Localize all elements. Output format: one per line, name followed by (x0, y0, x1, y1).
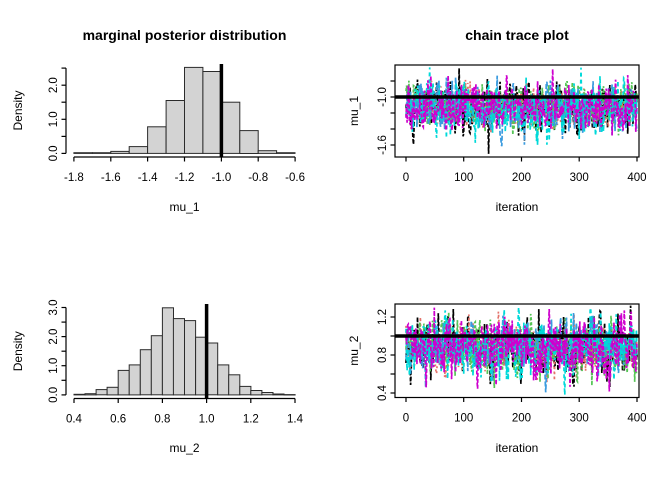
x-axis-label: mu_1 (169, 200, 199, 214)
y-axis-label: mu_2 (347, 335, 361, 365)
x-axis-tick-label: 100 (454, 172, 473, 184)
histogram-bar (239, 385, 252, 396)
histogram-bar (257, 150, 278, 154)
x-axis-tick-label: 300 (570, 413, 589, 425)
histogram-bar (165, 100, 186, 154)
x-axis-tick-label: -1.0 (211, 172, 231, 184)
trace-mu1-panel: chain trace plot 0 100 200 300 400 -1.6 -1.0 ite… (347, 27, 647, 214)
y-axis-tick-label: 0.4 (377, 384, 389, 401)
x-axis-tick-label: 0.4 (66, 414, 83, 426)
trace-mu2-panel: 0 100 200 300 400 0.4 0.8 1.2 iteration mu_2 (347, 303, 647, 455)
hist-mu2-panel: 0.4 0.6 0.8 1.0 1.2 1.4 0.0 1.0 2.0 3.0 mu_2 Densit… (11, 299, 304, 455)
histogram-bar (261, 392, 274, 396)
histogram-bar (172, 318, 185, 396)
x-axis-tick-label: -0.6 (285, 172, 305, 184)
y-axis-tick-label: 2.0 (48, 329, 60, 345)
x-axis-tick-label: -1.4 (138, 172, 158, 184)
y-axis-label: Density (11, 331, 25, 371)
histogram-bar (184, 66, 204, 154)
y-axis-tick-label: 0.0 (48, 387, 60, 403)
histogram-bar (184, 320, 197, 396)
histogram-bar (217, 364, 230, 396)
panel-title: chain trace plot (465, 27, 569, 43)
histogram-bar (276, 152, 296, 154)
plot-box (394, 64, 640, 158)
x-axis-tick-label: 1.0 (199, 414, 215, 426)
hist-mu1-panel: marginal posterior distribution -1.8 -1.6 -… (11, 27, 305, 214)
chain-trace-line (405, 307, 638, 392)
histogram-bar (73, 152, 93, 154)
x-axis-tick-label: -1.6 (101, 172, 121, 184)
histogram-bar (73, 393, 86, 396)
histogram-bar (147, 126, 167, 154)
y-axis-tick-label: 3.0 (48, 299, 60, 315)
y-axis-tick-label: 0.8 (377, 347, 389, 363)
plot-box (394, 303, 640, 399)
x-axis-tick-label: 0 (403, 172, 409, 184)
x-axis-tick-label: -1.2 (175, 172, 195, 184)
x-axis-tick-label: 200 (512, 172, 531, 184)
panel-title: marginal posterior distribution (83, 27, 287, 43)
x-axis-label: iteration (496, 441, 539, 455)
x-axis-label: iteration (496, 200, 539, 214)
y-axis-tick-label: -1.0 (377, 87, 389, 107)
x-axis-label: mu_2 (169, 441, 199, 455)
chain-trace-line (405, 312, 638, 393)
x-axis-tick-label: 400 (627, 413, 646, 425)
histogram-bar (202, 71, 222, 154)
histogram-bar (95, 389, 108, 396)
x-axis-tick-label: 100 (454, 413, 473, 425)
x-axis-tick-label: 300 (570, 172, 589, 184)
x-axis-tick-label: 400 (627, 172, 646, 184)
x-axis-tick-label: 0.8 (154, 414, 170, 426)
x-axis-tick-label: -1.8 (64, 172, 84, 184)
histogram-bar (161, 307, 174, 396)
histogram-bar (239, 130, 259, 155)
y-axis-tick-label: 1.0 (48, 358, 60, 374)
x-axis-tick-label: 0 (403, 413, 409, 425)
histogram-bar (150, 335, 163, 396)
y-axis-tick-label: -1.6 (377, 135, 389, 155)
histogram-bar (228, 374, 241, 396)
histogram-bar (139, 349, 152, 396)
histogram-bar (220, 101, 241, 154)
y-axis-tick-label: 1.2 (377, 309, 389, 325)
histogram-bar (272, 393, 285, 396)
chain-trace-line (405, 69, 638, 136)
histogram-bar (117, 369, 130, 396)
y-axis-label: Density (11, 90, 25, 130)
y-axis-tick-label: 0.0 (48, 145, 60, 161)
histogram-bar (91, 152, 112, 154)
x-axis-tick-label: 200 (512, 413, 531, 425)
y-axis-tick-label: 2.0 (48, 77, 60, 93)
histogram-bar (250, 390, 263, 396)
histogram-bar (106, 386, 119, 396)
histogram-bar (128, 364, 141, 396)
y-axis-tick-label: 1.0 (48, 111, 60, 127)
y-axis-label: mu_1 (347, 96, 361, 126)
histogram-bar (84, 393, 97, 396)
histogram-bar (110, 150, 130, 154)
x-axis-tick-label: 1.4 (287, 414, 304, 426)
x-axis-tick-label: -0.8 (248, 172, 268, 184)
x-axis-tick-label: 0.6 (110, 414, 126, 426)
histogram-bar (128, 146, 149, 154)
x-axis-tick-label: 1.2 (243, 414, 259, 426)
